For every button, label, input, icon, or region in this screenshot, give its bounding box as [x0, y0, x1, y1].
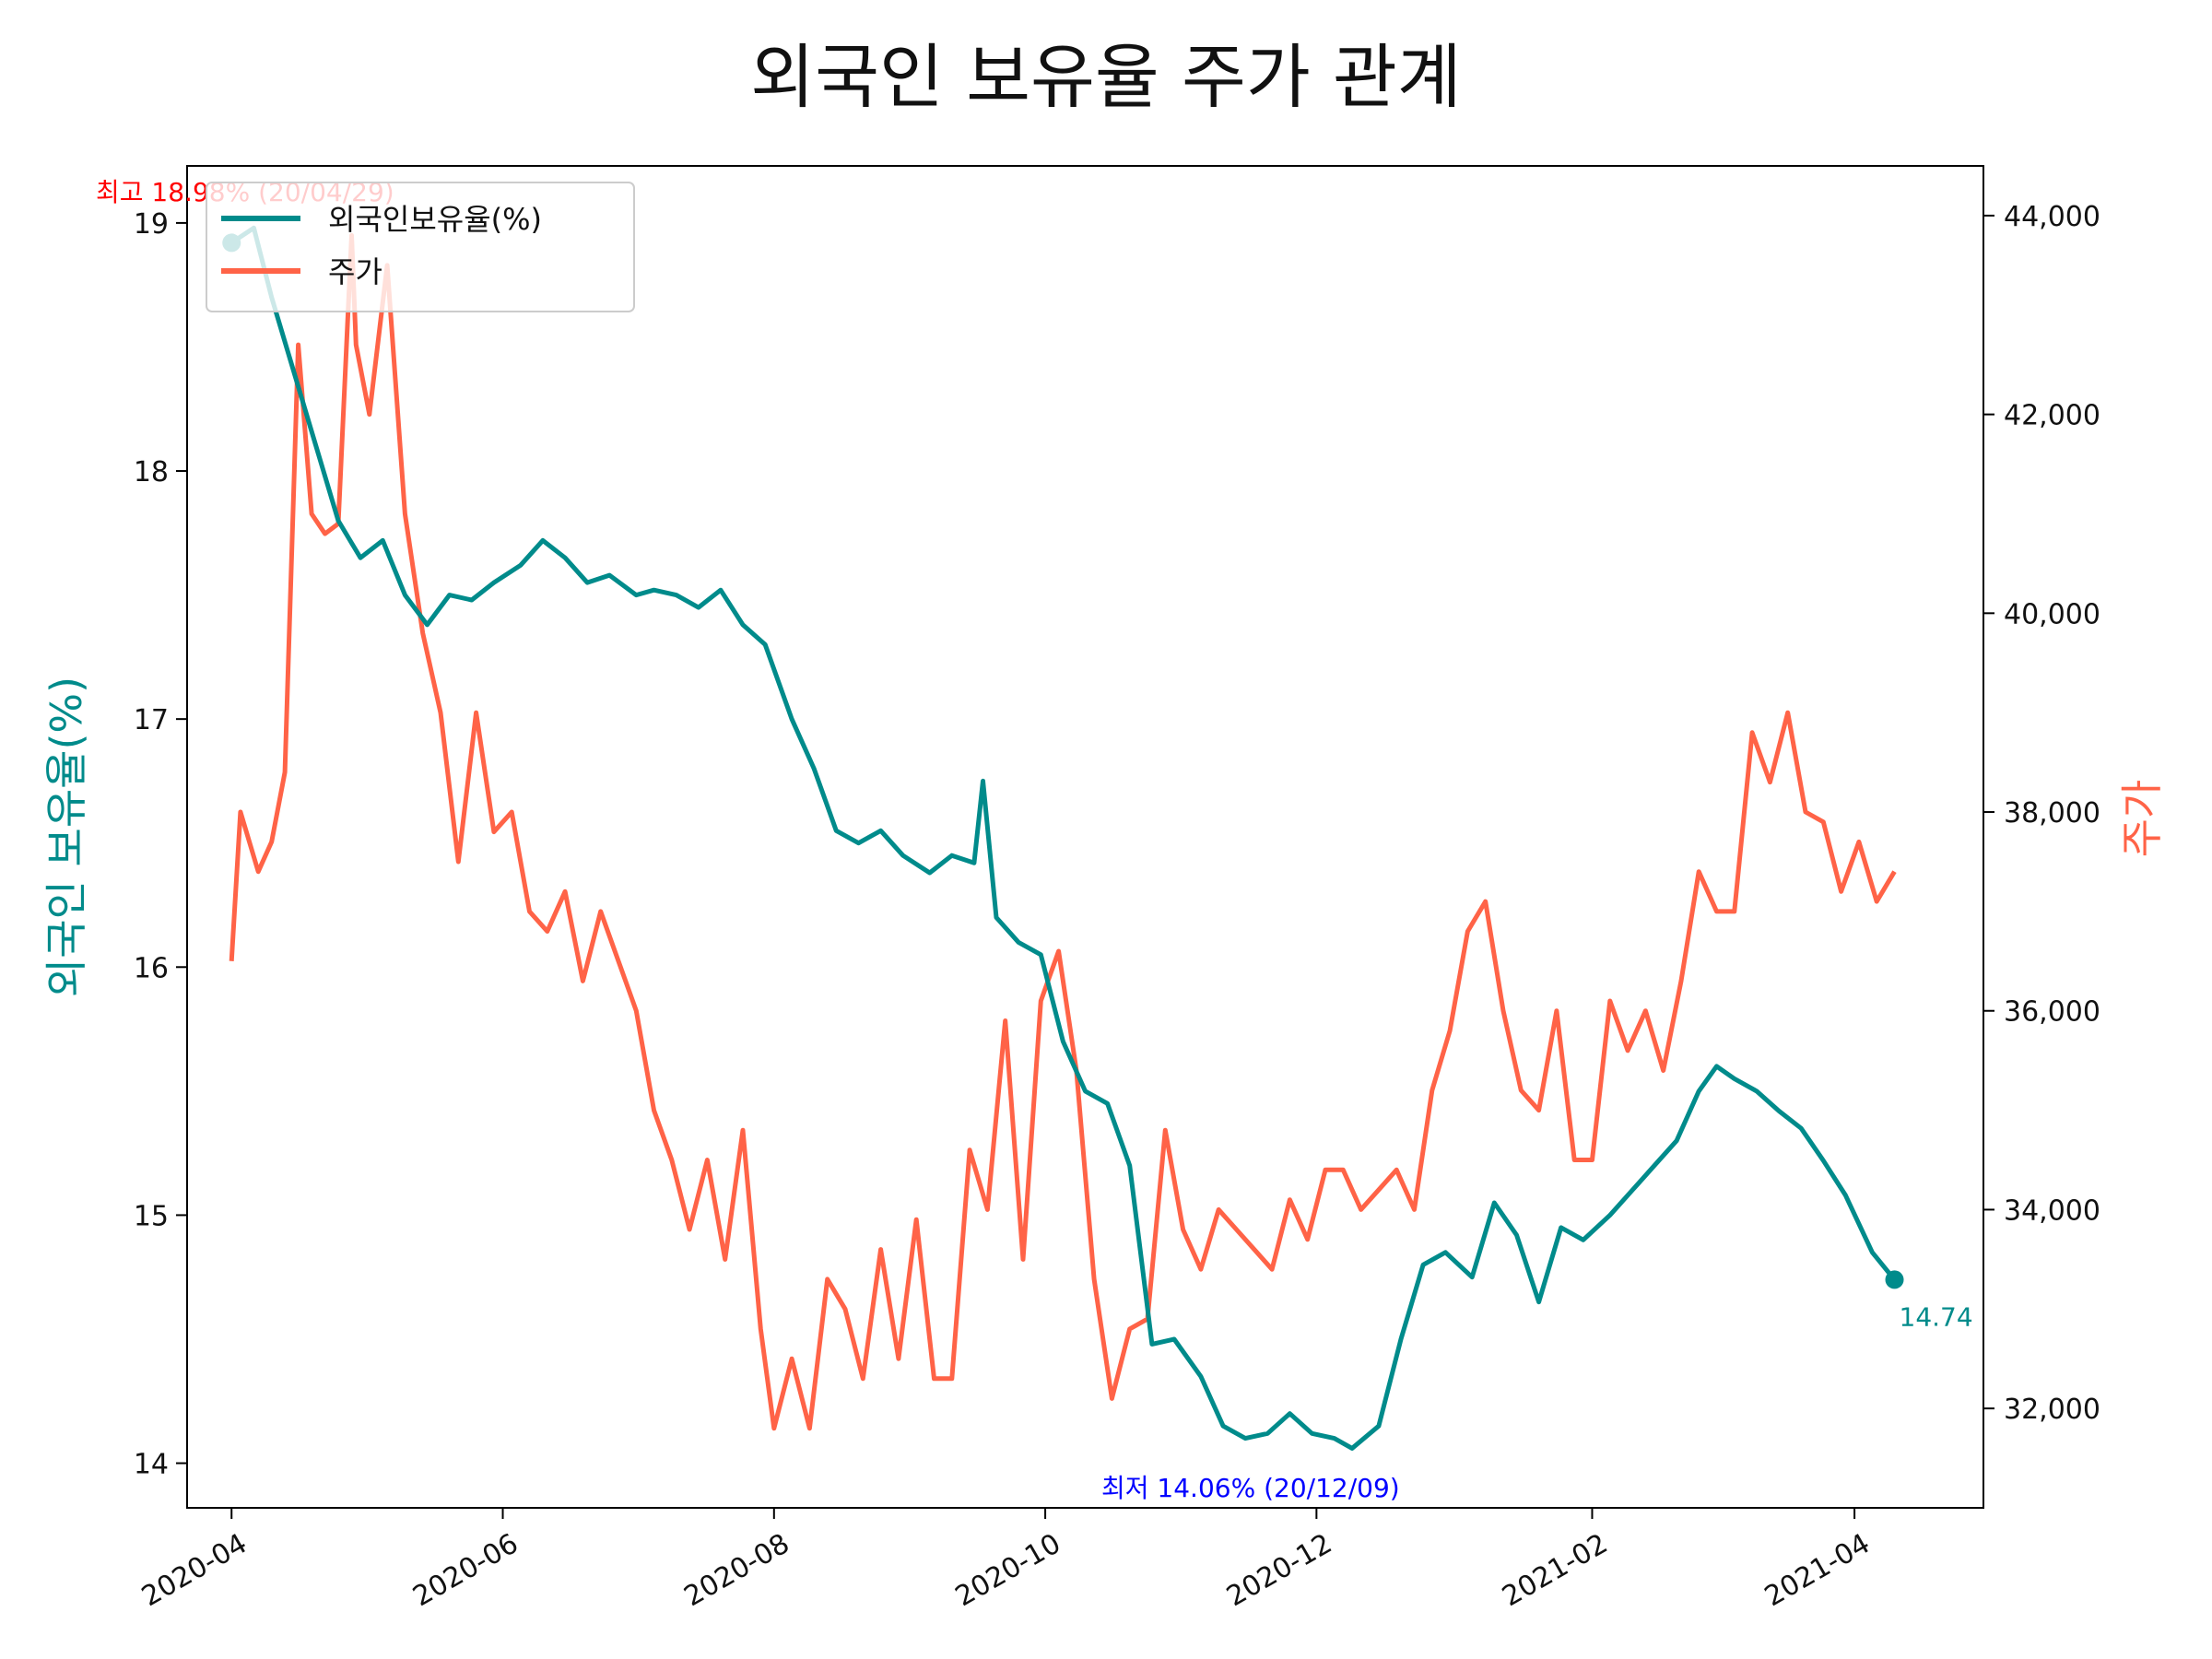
min-annotation: 최저 14.06% (20/12/09): [1101, 1473, 1400, 1503]
legend-box: [206, 182, 635, 312]
legend-label-foreign-ownership: 외국인보유율(%): [328, 202, 542, 237]
x-tick-label: 2020-12: [1221, 1527, 1337, 1613]
y-right-tick-label: 42,000: [2004, 400, 2100, 432]
series-layer: [229, 225, 1897, 1451]
y-left-tick-label: 18: [134, 456, 169, 488]
y-right-tick-label: 40,000: [2004, 598, 2100, 630]
chart-title: 외국인 보유율 주가 관계: [750, 36, 1462, 118]
y-right-tick-label: 32,000: [2004, 1394, 2100, 1426]
x-tick-label: 2020-08: [679, 1527, 795, 1613]
y-left-tick-label: 16: [134, 952, 169, 984]
y-left-tick-label: 15: [134, 1200, 169, 1232]
plot-frame: [186, 165, 1984, 1509]
y-right-tick-label: 36,000: [2004, 996, 2100, 1029]
y-right-tick-label: 44,000: [2004, 201, 2100, 233]
x-tick-label: 2020-06: [407, 1527, 524, 1613]
y-left-tick-label: 19: [134, 208, 169, 241]
legend-label-stock-price: 주가: [328, 254, 382, 289]
series-line-stock-price: [229, 233, 1897, 1431]
marks-layer: 최고 18.98% (20/04/29)최저 14.06% (20/12/09)…: [96, 177, 1973, 1503]
x-tick-label: 2020-10: [950, 1527, 1066, 1613]
legend: 외국인보유율(%) 주가: [206, 182, 635, 312]
x-tick-label: 2021-02: [1497, 1527, 1613, 1613]
y-left-tick-label: 17: [134, 704, 169, 736]
y-left-axis-label: 외국인 보유율(%): [41, 677, 91, 997]
x-tick-label: 2020-04: [136, 1527, 253, 1613]
y-right-axis-label: 주가: [2117, 780, 2167, 858]
x-tick-label: 2021-04: [1759, 1527, 1876, 1613]
series-line-foreign-ownership: [229, 225, 1897, 1451]
axes-layer: 2020-04 2020-06 2020-08 2020-10 2020-12 2021-…: [41, 165, 2167, 1613]
y-right-tick-label: 34,000: [2004, 1194, 2100, 1227]
last-value-annotation: 14.74: [1900, 1301, 1973, 1332]
y-left-tick-label: 14: [134, 1449, 169, 1481]
y-right-tick-label: 38,000: [2004, 797, 2100, 830]
end-point-marker: [1885, 1270, 1904, 1289]
